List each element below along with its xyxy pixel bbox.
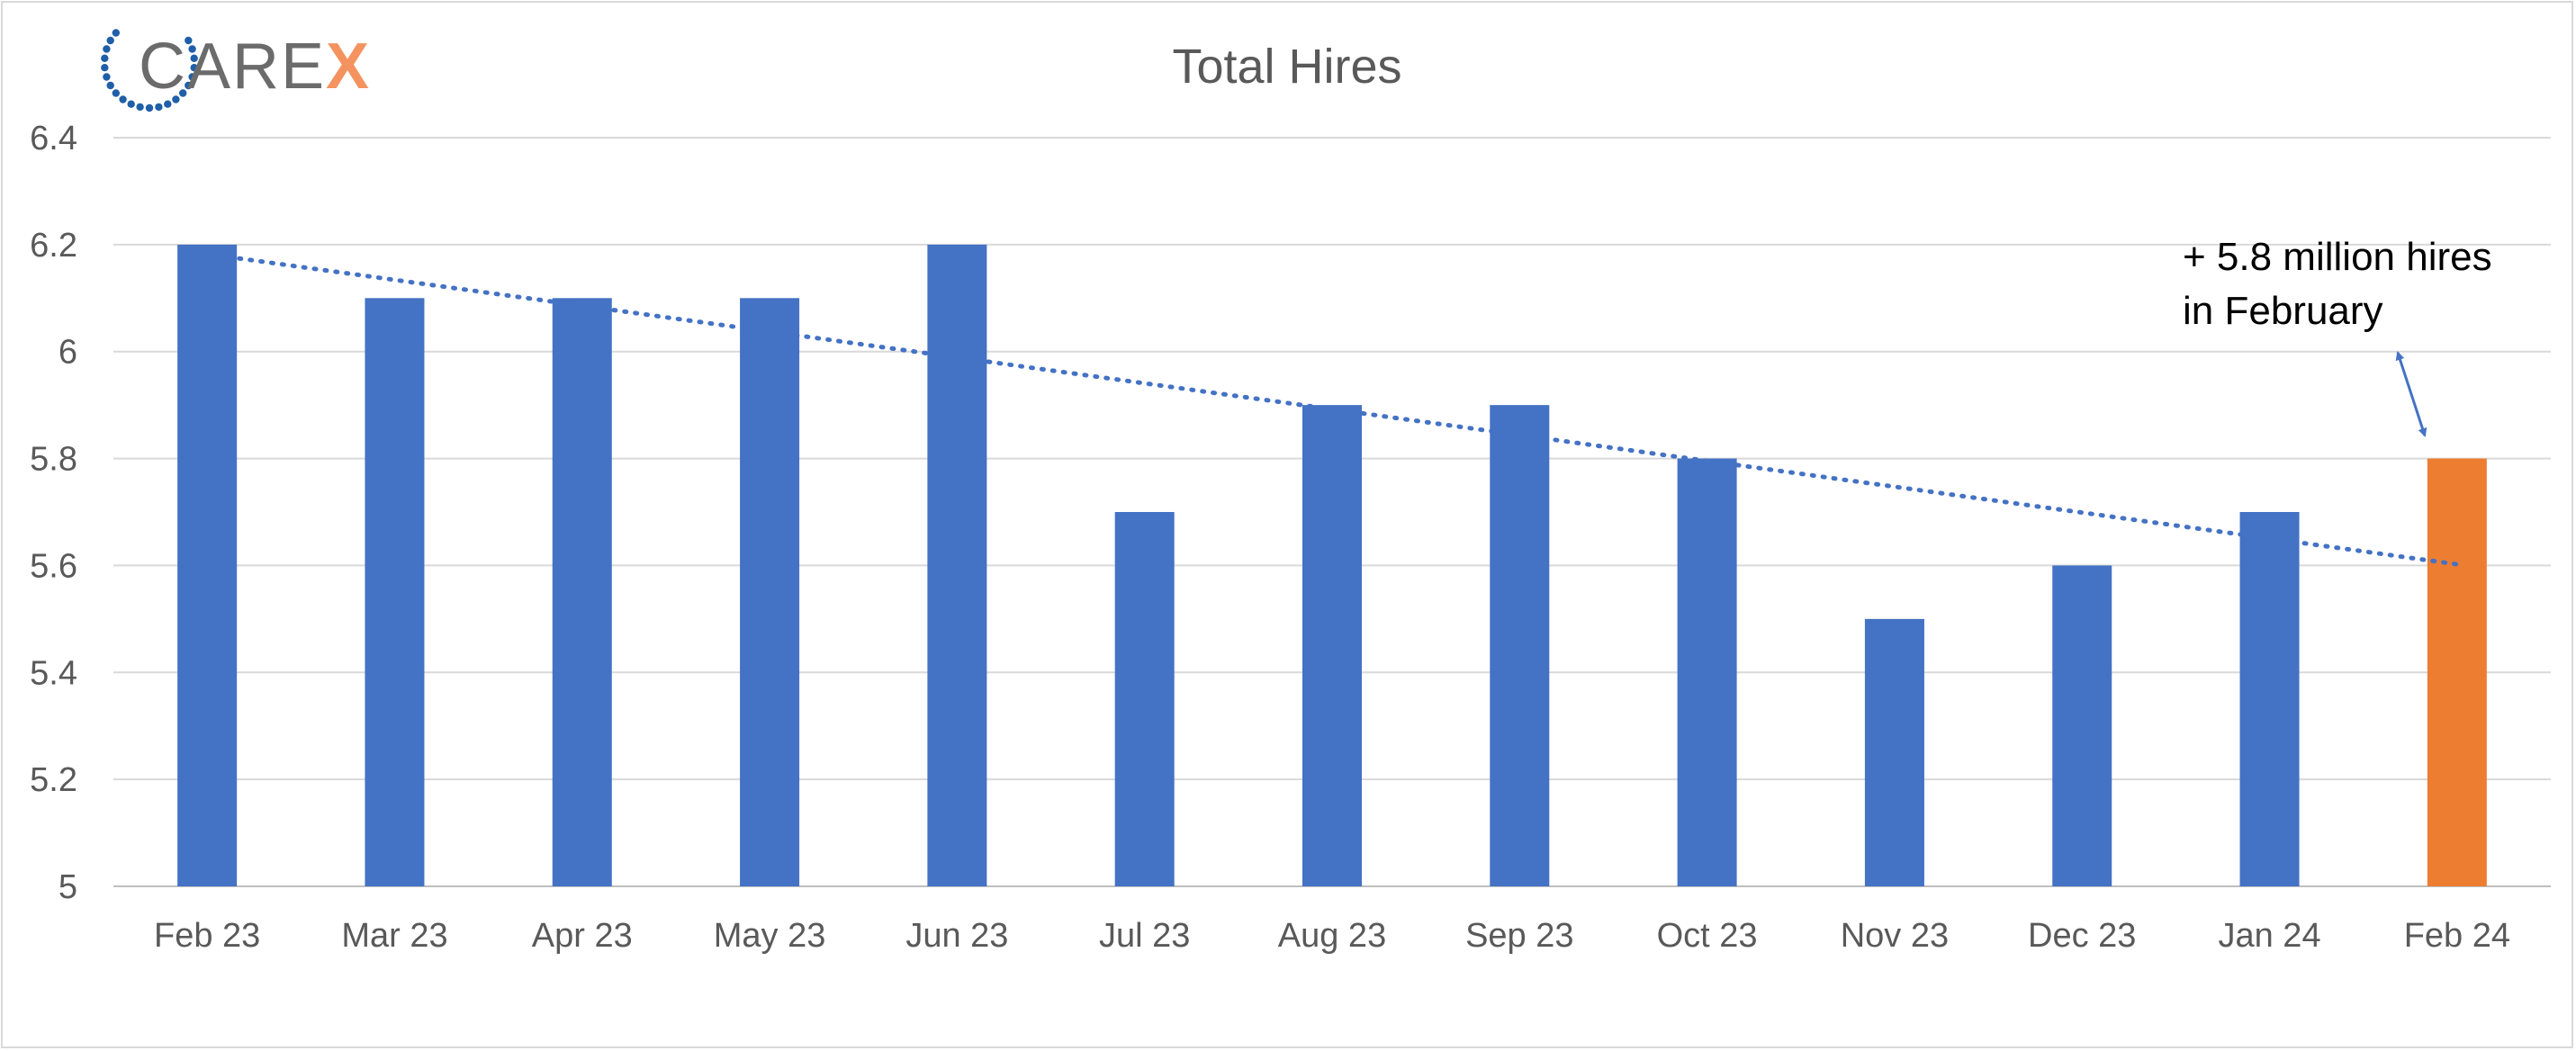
logo-dot [172,95,180,103]
bar-feb-23 [177,244,238,886]
x-tick-label: Apr 23 [532,917,633,955]
y-tick-label: 5 [59,868,77,906]
logo-dot [119,95,127,103]
logo-dot [185,36,193,45]
x-tick-label: May 23 [714,917,826,955]
carex-logo: CAREX [101,29,371,112]
logo-dot [179,89,187,97]
logo-dot [190,64,198,72]
x-tick-label: Feb 24 [2404,917,2510,955]
bar-apr-23 [552,298,612,886]
logo-dot [103,45,111,53]
logo-dot [145,103,154,112]
x-tick-label: Jul 23 [1099,917,1190,955]
logo-dot [101,54,109,62]
y-tick-label: 5.6 [30,547,77,585]
y-tick-label: 5.2 [30,761,77,799]
bar-jan-24 [2239,512,2300,886]
logo-dot [112,89,120,97]
x-tick-label: Feb 23 [154,917,260,955]
logo-dot [103,73,111,81]
logo-dots-icon [101,29,198,112]
y-tick-label: 5.4 [30,654,77,692]
annotation-line-1: + 5.8 million hires [2183,235,2492,279]
bar-dec-23 [2052,565,2112,886]
x-tick-label: Jun 23 [905,917,1008,955]
logo-dot [185,81,193,90]
logo-dot [155,103,163,112]
logo-text-accent: X [326,31,371,103]
logo-text: CAREX [139,31,371,103]
x-tick-label: Mar 23 [341,917,447,955]
x-axis-tick-labels: Feb 23 Mar 23 Apr 23 May 23 Jun 23 Jul 23 Aug … [154,917,2510,955]
x-tick-label: Aug 23 [1278,917,1386,955]
bar-oct-23 [1677,458,1737,886]
y-axis-tick-labels: 5 5.2 5.4 5.6 5.8 6 6.2 6.4 [30,120,77,906]
logo-dot [190,54,198,62]
trendline [204,251,2460,567]
y-tick-label: 6.2 [30,227,77,265]
x-tick-label: Sep 23 [1465,917,1573,955]
logo-dot [101,64,109,72]
bar-may-23 [740,298,800,886]
logo-dot [188,45,196,53]
logo-dot [136,103,144,112]
bar-jul-23 [1114,512,1175,886]
x-tick-label: Oct 23 [1657,917,1758,955]
bar-sep-23 [1490,405,1550,887]
annotation: + 5.8 million hires in February [2183,235,2492,437]
logo-dot [106,36,114,45]
x-tick-label: Jan 24 [2218,917,2320,955]
logo-dot [127,100,135,108]
bars [177,244,2487,887]
x-tick-label: Dec 23 [2028,917,2136,955]
bar-jun-23 [927,244,987,886]
chart-title: Total Hires [1172,40,1401,94]
y-tick-label: 5.8 [30,441,77,479]
bar-mar-23 [365,298,425,886]
bar-feb-24 [2427,458,2487,886]
x-tick-label: Nov 23 [1841,917,1949,955]
y-tick-label: 6 [59,334,77,372]
logo-dot [112,29,120,37]
logo-dot [188,73,196,81]
annotation-arrow-icon [2395,351,2427,437]
logo-text-main: CARE [139,31,326,103]
trendline-line [204,251,2460,567]
logo-dot [106,81,114,90]
y-tick-label: 6.4 [30,120,77,157]
annotation-line-2: in February [2183,289,2383,333]
bar-aug-23 [1302,405,1362,887]
bar-nov-23 [1864,618,1924,886]
logo-dot [164,100,172,108]
